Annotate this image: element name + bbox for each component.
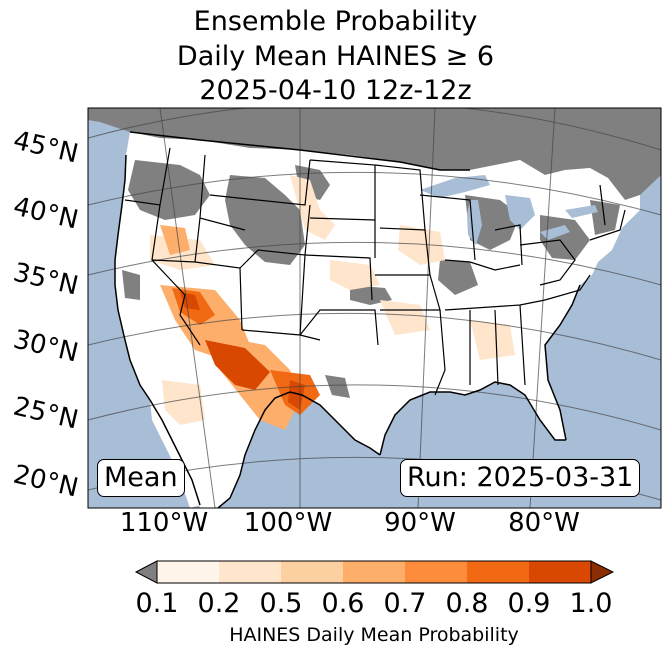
colorbar-frame <box>156 560 592 584</box>
lon-label-100: 100°W <box>244 508 332 538</box>
colorbar-label: HAINES Daily Mean Probability <box>229 624 519 646</box>
colorbar-bin-3 <box>281 561 343 583</box>
colorbar-over-arrow <box>590 560 615 584</box>
run-label: Run: 2025-03-31 <box>400 459 641 497</box>
lat-label-25: 25°N <box>10 392 81 436</box>
title-line-2: Daily Mean HAINES ≥ 6 <box>176 41 495 72</box>
colorbar-bin-1 <box>157 561 219 583</box>
colorbar-tick-7: 1.0 <box>569 588 613 619</box>
colorbar-bin-5 <box>405 561 467 583</box>
lon-label-90: 90°W <box>384 508 456 538</box>
lon-label-80: 80°W <box>508 508 580 538</box>
colorbar-bin-2 <box>219 561 281 583</box>
no-data-regions <box>122 160 620 398</box>
stat-label: Mean <box>97 459 185 497</box>
colorbar <box>134 560 615 584</box>
state-borders <box>124 147 626 396</box>
baja-california <box>150 400 200 508</box>
title-line-3: 2025-04-10 12z-12z <box>199 75 472 106</box>
colorbar-bin-7 <box>529 561 591 583</box>
great-lakes <box>420 175 598 245</box>
colorbar-tick-4: 0.7 <box>383 588 427 619</box>
lat-label-20: 20°N <box>10 460 81 504</box>
colorbar-bin-6 <box>467 561 529 583</box>
colorbar-tick-3: 0.6 <box>321 588 365 619</box>
colorbar-tick-1: 0.2 <box>197 588 241 619</box>
colorbar-tick-5: 0.8 <box>445 588 489 619</box>
title-line-1: Ensemble Probability <box>193 6 478 37</box>
colorbar-bin-4 <box>343 561 405 583</box>
colorbar-tick-6: 0.9 <box>507 588 551 619</box>
prob-high-regions <box>172 288 320 415</box>
colorbar-tick-2: 0.5 <box>259 588 303 619</box>
canada-land <box>88 108 661 200</box>
lat-label-35: 35°N <box>10 258 81 302</box>
lon-label-110: 110°W <box>120 508 208 538</box>
map-frame <box>87 107 662 509</box>
lat-label-45: 45°N <box>10 126 81 170</box>
map-area <box>88 108 661 508</box>
prob-low-regions <box>150 175 515 425</box>
colorbar-tick-0: 0.1 <box>135 588 179 619</box>
coastline <box>114 131 581 508</box>
colorbar-under-arrow <box>134 560 158 584</box>
lat-label-40: 40°N <box>10 192 81 236</box>
lat-label-30: 30°N <box>10 325 81 369</box>
